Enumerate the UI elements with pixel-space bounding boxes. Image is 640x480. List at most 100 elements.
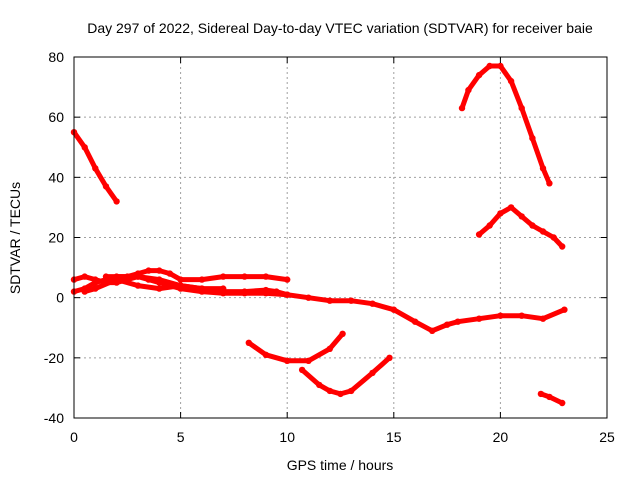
data-point bbox=[339, 330, 346, 337]
x-tick-label: 20 bbox=[493, 429, 509, 445]
series-arc-9 bbox=[475, 204, 566, 250]
data-point bbox=[102, 183, 110, 190]
data-point bbox=[113, 276, 120, 283]
data-point bbox=[145, 267, 152, 274]
series-arc-8 bbox=[458, 62, 553, 187]
data-point bbox=[102, 273, 110, 280]
series-arc-7 bbox=[298, 354, 393, 398]
data-point bbox=[156, 276, 163, 283]
series-line bbox=[82, 277, 226, 295]
data-point bbox=[429, 327, 436, 334]
data-point bbox=[497, 312, 504, 319]
data-point bbox=[92, 165, 99, 172]
data-point bbox=[497, 62, 504, 70]
data-point bbox=[81, 288, 88, 295]
data-point bbox=[475, 231, 483, 238]
data-point bbox=[198, 285, 206, 292]
x-tick-label: 0 bbox=[70, 429, 78, 445]
data-point bbox=[92, 276, 99, 283]
data-point bbox=[475, 315, 483, 322]
data-point bbox=[369, 369, 376, 377]
data-point bbox=[273, 288, 280, 295]
data-point bbox=[465, 86, 472, 94]
series-arc-10 bbox=[537, 390, 566, 407]
data-point bbox=[241, 273, 248, 280]
data-point bbox=[518, 104, 525, 112]
data-point bbox=[262, 286, 270, 294]
data-point bbox=[348, 297, 355, 304]
data-point bbox=[537, 390, 545, 398]
data-point bbox=[124, 273, 131, 280]
x-tick-label: 15 bbox=[386, 429, 402, 445]
data-point bbox=[539, 228, 547, 235]
series-line bbox=[246, 331, 346, 364]
data-point bbox=[443, 321, 451, 328]
y-tick-label: 40 bbox=[48, 169, 64, 185]
y-tick-label: 20 bbox=[48, 230, 64, 246]
y-tick-label: 60 bbox=[48, 109, 64, 125]
grid-lines bbox=[74, 57, 607, 418]
data-point bbox=[529, 135, 536, 142]
x-tick-label: 5 bbox=[177, 429, 185, 445]
data-point bbox=[518, 213, 525, 220]
data-point bbox=[386, 354, 393, 361]
data-point bbox=[539, 165, 547, 172]
data-point bbox=[284, 357, 291, 364]
data-point bbox=[458, 104, 466, 112]
data-point bbox=[559, 243, 566, 250]
data-point bbox=[298, 366, 306, 374]
data-point bbox=[177, 276, 184, 283]
data-point bbox=[177, 282, 184, 289]
data-point bbox=[529, 222, 536, 229]
data-point bbox=[518, 312, 525, 319]
x-tick-label: 25 bbox=[599, 429, 615, 445]
data-point bbox=[561, 306, 568, 313]
data-point bbox=[198, 276, 206, 283]
data-point bbox=[245, 339, 252, 346]
data-point bbox=[241, 288, 248, 295]
x-axis-label: GPS time / hours bbox=[287, 457, 394, 473]
y-axis-label: SDTVAR / TECUs bbox=[7, 182, 23, 294]
axis-ticks bbox=[73, 56, 608, 419]
data-series bbox=[70, 62, 568, 407]
data-point bbox=[305, 357, 312, 364]
data-point bbox=[550, 234, 557, 241]
data-point bbox=[539, 315, 547, 322]
data-point bbox=[326, 387, 333, 395]
data-point bbox=[92, 285, 99, 292]
data-point bbox=[156, 285, 163, 292]
y-tick-label: -20 bbox=[44, 350, 64, 366]
data-point bbox=[81, 273, 88, 280]
data-point bbox=[134, 270, 142, 277]
series-arc-5 bbox=[81, 276, 227, 295]
y-tick-label: -40 bbox=[44, 410, 64, 426]
data-point bbox=[81, 144, 88, 151]
series-arc-1 bbox=[70, 129, 120, 205]
series-line bbox=[459, 63, 552, 186]
data-point bbox=[486, 62, 493, 70]
data-point bbox=[220, 273, 227, 280]
data-point bbox=[305, 294, 312, 301]
data-point bbox=[559, 399, 566, 407]
data-point bbox=[316, 381, 323, 389]
data-point bbox=[486, 222, 493, 229]
data-point bbox=[411, 318, 419, 325]
x-tick-labels: 0 5 10 15 20 25 bbox=[70, 429, 615, 445]
data-point bbox=[113, 198, 120, 205]
data-point bbox=[507, 77, 515, 85]
data-point bbox=[156, 267, 163, 274]
data-point bbox=[166, 270, 174, 277]
data-point bbox=[454, 318, 461, 325]
series-arc-6 bbox=[245, 330, 346, 364]
data-point bbox=[348, 387, 355, 395]
y-tick-label: 0 bbox=[56, 290, 64, 306]
chart-title: Day 297 of 2022, Sidereal Day-to-day VTE… bbox=[87, 20, 593, 36]
data-point bbox=[475, 71, 483, 79]
data-point bbox=[284, 276, 291, 283]
data-point bbox=[220, 285, 227, 292]
data-point bbox=[284, 291, 291, 298]
data-point bbox=[337, 390, 344, 398]
data-point bbox=[326, 345, 333, 352]
